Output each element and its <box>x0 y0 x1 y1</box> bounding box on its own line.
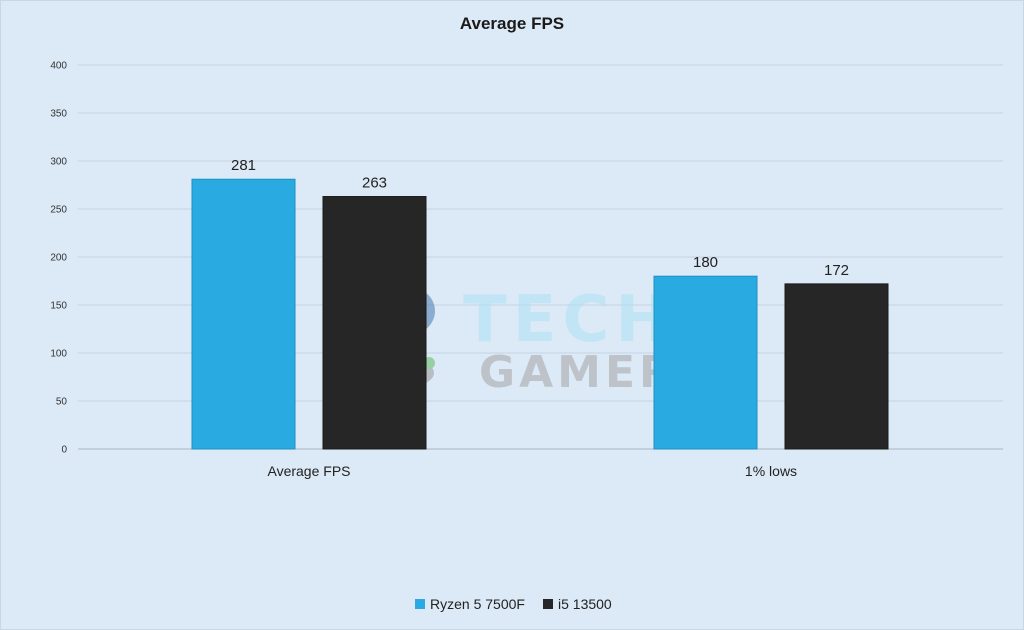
y-tick-label: 0 <box>61 445 67 456</box>
legend-swatch <box>543 599 553 609</box>
bars <box>191 178 889 450</box>
legend-swatch <box>415 599 425 609</box>
data-labels: 281 263 180 172 <box>231 157 849 279</box>
bar <box>653 275 758 450</box>
legend: Ryzen 5 7500F i5 13500 <box>415 596 612 612</box>
data-label: 180 <box>693 254 718 271</box>
y-tick-label: 300 <box>50 157 67 168</box>
x-category-label: Average FPS <box>267 463 350 479</box>
y-tick-label: 400 <box>50 61 67 72</box>
bar <box>191 178 296 450</box>
data-label: 281 <box>231 157 256 174</box>
bar <box>322 196 427 450</box>
y-tick-label: 100 <box>50 349 67 360</box>
y-tick-label: 150 <box>50 301 67 312</box>
x-category-label: 1% lows <box>745 463 797 479</box>
y-tick-label: 50 <box>56 397 68 408</box>
category-labels: Average FPS 1% lows <box>267 463 797 479</box>
y-tick-label: 200 <box>50 253 67 264</box>
watermark-line1: TECH <box>463 283 675 357</box>
y-tick-label: 250 <box>50 205 67 216</box>
legend-label: Ryzen 5 7500F <box>430 596 525 612</box>
bar <box>784 283 889 450</box>
chart-title: Average FPS <box>460 14 564 33</box>
data-label: 172 <box>824 262 849 279</box>
legend-label: i5 13500 <box>558 596 612 612</box>
data-label: 263 <box>362 175 387 192</box>
y-tick-label: 350 <box>50 109 67 120</box>
